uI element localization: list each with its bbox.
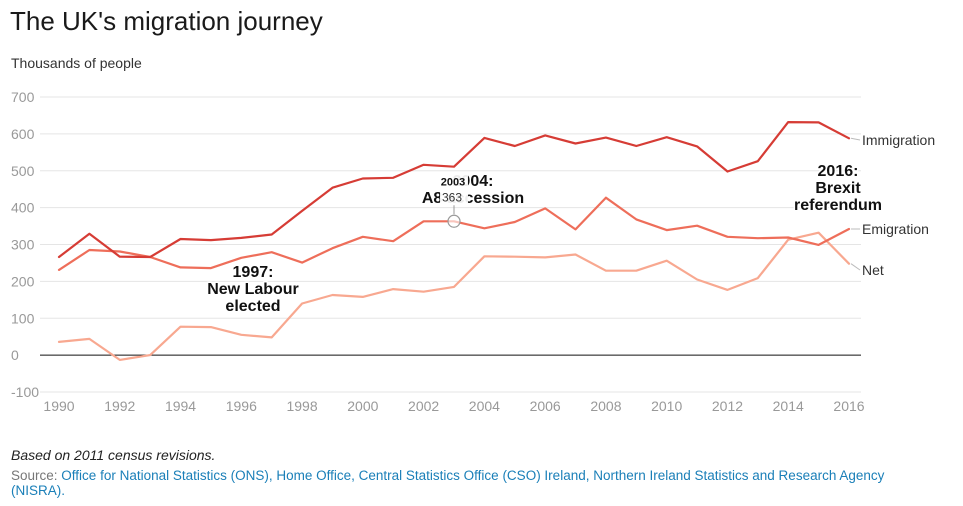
- x-axis: 1990 1992 1994 1996 1998 2000 2002 2004 2006 2008…: [43, 398, 864, 414]
- annotation-label: referendum: [794, 197, 882, 214]
- hover-tooltip: 2003 363: [440, 172, 468, 228]
- y-axis-label: Thousands of people: [11, 55, 142, 71]
- x-tick-label: 2006: [530, 398, 561, 414]
- tooltip-box: [440, 172, 468, 207]
- annotation-label: A8 accession: [422, 190, 524, 207]
- x-tick-label: 1992: [104, 398, 135, 414]
- annotation-label: 1997:: [233, 264, 274, 281]
- y-tick-label: 0: [11, 347, 19, 363]
- tooltip-marker: [447, 214, 461, 228]
- chart-title: The UK's migration journey: [10, 6, 323, 36]
- x-tick-label: 2008: [590, 398, 621, 414]
- annotation-label: New Labour: [207, 281, 299, 298]
- tooltip-value: 363: [442, 190, 462, 204]
- source-link[interactable]: Office for National Statistics (ONS), Ho…: [11, 468, 885, 498]
- series-line-net: [57, 231, 851, 361]
- x-tick-label: 2010: [651, 398, 682, 414]
- series-label-immigration: Immigration: [862, 132, 935, 148]
- chart-note: Based on 2011 census revisions.: [11, 447, 216, 463]
- y-axis: 700 600 500 400 300 200 100 0 -100: [11, 89, 39, 400]
- y-tick-label: 500: [11, 163, 35, 179]
- y-tick-label: -100: [11, 384, 39, 400]
- y-tick-label: 700: [11, 89, 35, 105]
- x-tick-label: 2012: [712, 398, 743, 414]
- x-tick-label: 1994: [165, 398, 196, 414]
- x-tick-label: 2016: [833, 398, 864, 414]
- series-label-leader: [850, 263, 861, 271]
- y-tick-label: 100: [11, 310, 35, 326]
- series-labels: Immigration Emigration Net: [850, 132, 935, 278]
- series-label-emigration: Emigration: [862, 221, 929, 237]
- annotation-label: elected: [225, 298, 280, 315]
- x-tick-label: 2002: [408, 398, 439, 414]
- x-tick-label: 1996: [226, 398, 257, 414]
- annotation-label: 2016:: [818, 163, 859, 180]
- series-line-immigration: [57, 120, 851, 259]
- series-lines: [57, 120, 851, 361]
- y-tick-label: 200: [11, 273, 35, 289]
- x-tick-label: 1998: [286, 398, 317, 414]
- x-tick-label: 1990: [43, 398, 74, 414]
- annotation-label: Brexit: [815, 180, 861, 197]
- source-prefix: Source:: [11, 468, 58, 483]
- series-label-leader: [850, 137, 861, 141]
- tooltip-year: 2003: [441, 176, 465, 188]
- y-tick-label: 400: [11, 200, 35, 216]
- gridlines: [40, 96, 861, 393]
- y-tick-label: 600: [11, 126, 35, 142]
- y-tick-label: 300: [11, 237, 35, 253]
- x-tick-label: 2004: [469, 398, 500, 414]
- source-credit: Source: Office for National Statistics (…: [11, 468, 941, 498]
- x-tick-label: 2000: [347, 398, 378, 414]
- x-tick-label: 2014: [773, 398, 804, 414]
- series-label-net: Net: [862, 262, 884, 278]
